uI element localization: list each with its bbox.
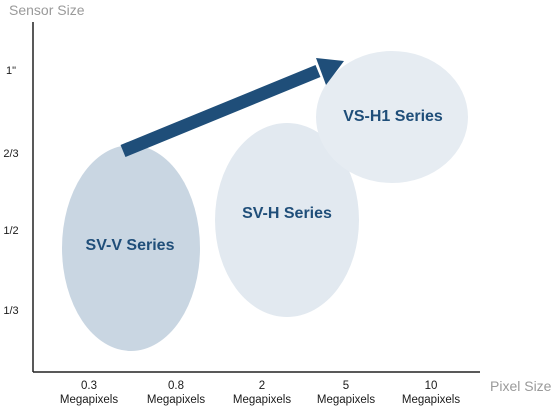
- x-tick-label: 10 Megapixels: [388, 379, 474, 407]
- x-tick-unit: Megapixels: [146, 394, 206, 406]
- y-tick-label: 1/3: [3, 305, 19, 317]
- x-tick-unit: Megapixels: [232, 394, 292, 406]
- x-tick-value: 0.3: [81, 380, 97, 392]
- x-tick-label: 0.3 Megapixels: [46, 379, 132, 407]
- sv-v-series-label: SV-V Series: [85, 237, 175, 254]
- x-tick-label: 5 Megapixels: [303, 379, 389, 407]
- sv-h-series-ellipse: [215, 123, 359, 317]
- x-tick-value: 5: [342, 380, 350, 392]
- y-tick-label: 1/2: [3, 225, 19, 237]
- vs-h1-series-label: VS-H1 Series: [343, 108, 443, 125]
- sv-v-series-ellipse: [62, 145, 200, 351]
- x-tick-label: 2 Megapixels: [219, 379, 305, 407]
- x-tick-unit: Megapixels: [401, 394, 461, 406]
- progression-arrow-head: [316, 58, 344, 85]
- y-tick-label: 2/3: [3, 148, 19, 160]
- x-tick-value: 0.8: [168, 380, 184, 392]
- x-tick-unit: Megapixels: [59, 394, 119, 406]
- x-tick-value: 10: [424, 380, 438, 392]
- x-axis-title: Pixel Size: [490, 378, 552, 394]
- x-tick-label: 0.8 Megapixels: [133, 379, 219, 407]
- vs-h1-series-ellipse: [316, 51, 468, 183]
- y-tick-label: 1": [5, 65, 17, 77]
- progression-arrow-shaft: [120, 64, 321, 158]
- sv-h-series-label: SV-H Series: [242, 205, 332, 222]
- y-axis-title: Sensor Size: [9, 2, 85, 18]
- x-tick-value: 2: [258, 380, 266, 392]
- x-tick-unit: Megapixels: [316, 394, 376, 406]
